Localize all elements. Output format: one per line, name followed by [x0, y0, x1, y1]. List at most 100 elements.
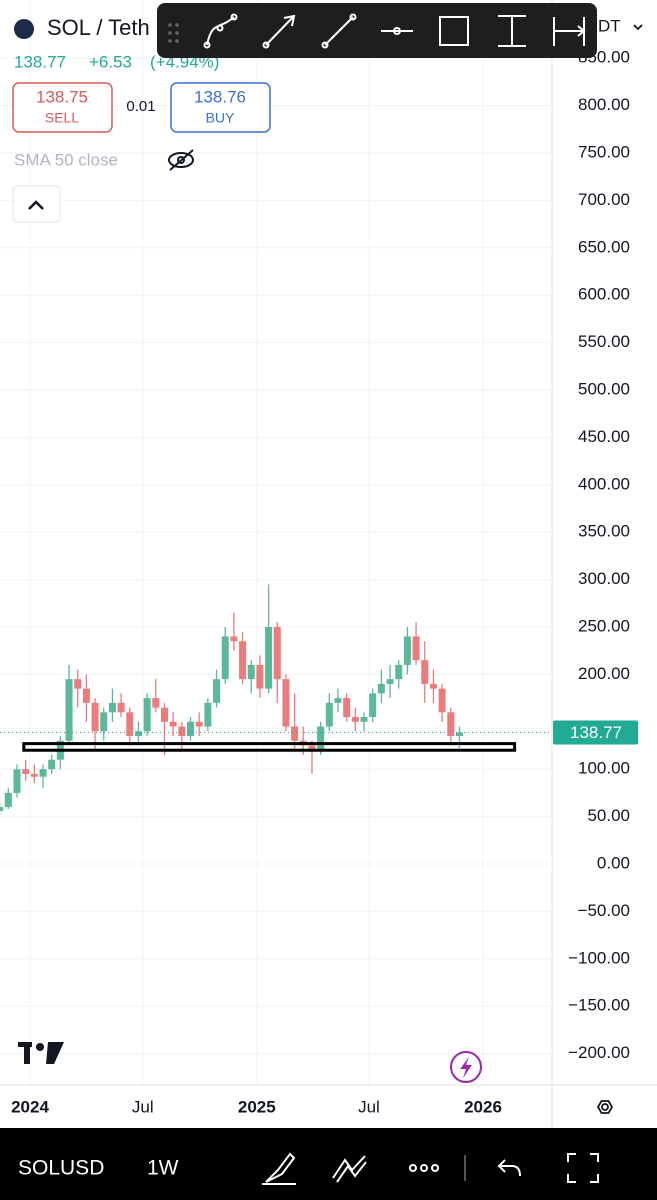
- candle-body: [291, 726, 299, 741]
- y-tick-label: 550.00: [578, 332, 630, 351]
- sell-label: SELL: [45, 110, 79, 126]
- candle-body: [91, 702, 99, 732]
- undo[interactable]: [497, 1159, 521, 1177]
- candle-body: [4, 792, 12, 808]
- rectangle-tool[interactable]: [439, 16, 469, 46]
- candle-body: [0, 807, 4, 811]
- candle-body: [213, 679, 221, 703]
- candle-body: [455, 732, 463, 737]
- currency[interactable]: DT: [598, 16, 621, 35]
- last-price-label: 138.77: [570, 723, 622, 742]
- footer-interval[interactable]: 1W: [147, 1157, 179, 1180]
- buy-price: 138.76: [194, 87, 246, 106]
- x-tick-label: 2026: [464, 1097, 502, 1116]
- buy-label: BUY: [206, 110, 235, 126]
- candle-body: [421, 660, 429, 684]
- arrow-tool[interactable]: [262, 14, 296, 49]
- candle-body: [429, 683, 437, 689]
- chevron-up: [28, 200, 44, 210]
- candle-body: [117, 702, 125, 713]
- y-tick-label: 100.00: [578, 759, 630, 778]
- y-tick-label: −100.00: [568, 948, 630, 967]
- candle-body: [160, 707, 168, 722]
- y-tick-label: 0.00: [597, 853, 630, 872]
- spread: 0.01: [126, 98, 155, 115]
- candle-body: [438, 688, 446, 713]
- drag-handle[interactable]: [168, 23, 179, 43]
- trend-line-tool[interactable]: [321, 13, 357, 49]
- candle-body: [265, 627, 273, 689]
- candle-body: [403, 636, 411, 665]
- change: +6.53: [89, 52, 132, 71]
- y-tick-label: −200.00: [568, 1043, 630, 1062]
- candle-body: [273, 627, 281, 680]
- lines-tool[interactable]: [332, 1155, 367, 1183]
- candle-body: [343, 698, 351, 718]
- y-tick-label: 450.00: [578, 427, 630, 446]
- candle-body: [377, 683, 385, 694]
- indicator[interactable]: SMA 50 close: [14, 150, 118, 169]
- y-tick-label: 300.00: [578, 569, 630, 588]
- y-tick-label: 600.00: [578, 285, 630, 304]
- candle-body: [134, 731, 142, 737]
- y-tick-label: 650.00: [578, 237, 630, 256]
- candle-body: [169, 721, 177, 727]
- dropdown-arrow: [633, 24, 643, 31]
- settings-icon[interactable]: [596, 1100, 614, 1114]
- candle-body: [48, 759, 56, 770]
- more-menu[interactable]: [409, 1164, 439, 1172]
- candle-body: [239, 641, 247, 680]
- support-zone: [22, 742, 517, 752]
- sell-price: 138.75: [36, 87, 88, 106]
- path-tool[interactable]: [203, 13, 238, 49]
- horizontal-line-tool[interactable]: [381, 27, 413, 35]
- y-tick-label: 200.00: [578, 664, 630, 683]
- buy-button[interactable]: [170, 82, 271, 133]
- candle-body: [195, 721, 203, 727]
- candle-body: [143, 698, 151, 732]
- sell-button[interactable]: [12, 82, 113, 133]
- candle-body: [308, 745, 316, 751]
- candle-body: [108, 702, 116, 713]
- candle-body: [13, 769, 21, 793]
- candle-body: [334, 698, 342, 703]
- candle-body: [412, 636, 420, 661]
- candle-body: [247, 664, 255, 680]
- symbol[interactable]: SOL / Teth: [47, 15, 150, 40]
- candle-body: [386, 679, 394, 684]
- candle-body: [447, 712, 455, 737]
- last-price-tag: [553, 720, 638, 745]
- candle-body: [178, 726, 186, 737]
- candle-body: [22, 769, 30, 774]
- candle-body: [126, 712, 134, 737]
- date-range-tool[interactable]: [553, 17, 586, 46]
- brush-tool[interactable]: [262, 1152, 296, 1185]
- candle-body: [187, 721, 195, 737]
- price: 138.77: [14, 52, 66, 71]
- x-tick-label: Jul: [132, 1097, 154, 1116]
- fullscreen[interactable]: [567, 1153, 599, 1183]
- candle-body: [204, 702, 212, 727]
- y-tick-label: 500.00: [578, 379, 630, 398]
- y-tick-label: 800.00: [578, 95, 630, 114]
- candle-body: [256, 664, 264, 689]
- candle-body: [100, 712, 108, 732]
- candle-body: [30, 773, 38, 777]
- y-tick-label: 50.00: [587, 806, 630, 825]
- price-range-tool[interactable]: [498, 15, 526, 47]
- candle-body: [360, 717, 368, 722]
- footer-symbol[interactable]: SOLUSD: [18, 1157, 104, 1180]
- x-tick-label: 2024: [11, 1097, 49, 1116]
- y-tick-label: 250.00: [578, 616, 630, 635]
- candle-body: [74, 679, 82, 689]
- y-tick-label: −150.00: [568, 996, 630, 1015]
- candle-body: [39, 769, 47, 777]
- y-tick-label: 400.00: [578, 474, 630, 493]
- hide-icon[interactable]: [168, 149, 194, 171]
- candle-body: [395, 664, 403, 680]
- y-tick-label: 750.00: [578, 142, 630, 161]
- x-tick-label: Jul: [358, 1097, 380, 1116]
- candle-body: [282, 679, 290, 727]
- bottom-bar: [0, 1128, 657, 1200]
